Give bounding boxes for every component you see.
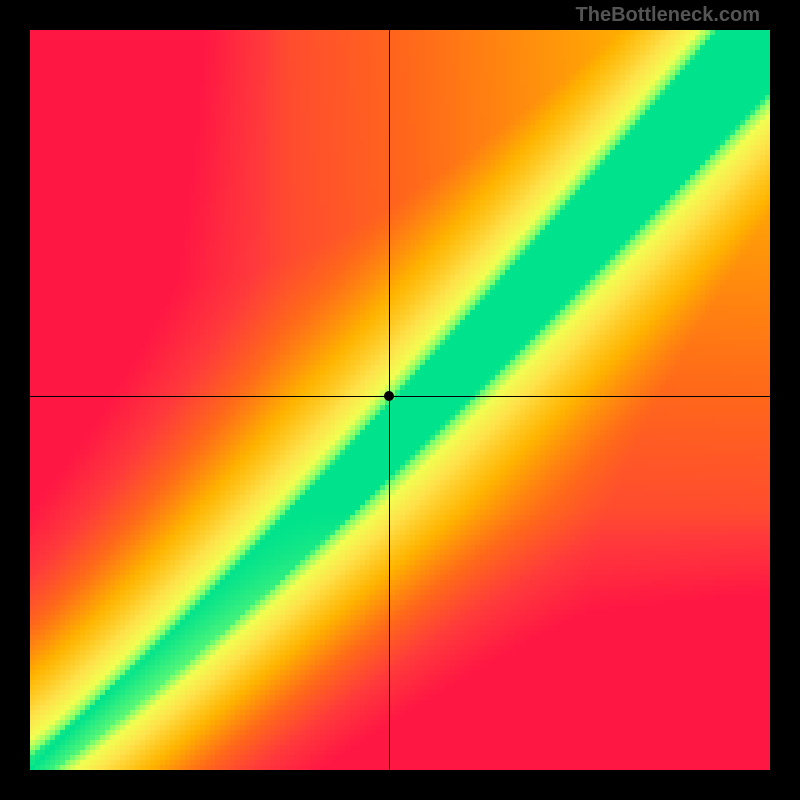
crosshair-horizontal bbox=[30, 396, 770, 397]
bottleneck-heatmap bbox=[30, 30, 770, 770]
selection-marker bbox=[384, 391, 394, 401]
heatmap-canvas bbox=[30, 30, 770, 770]
attribution-text: TheBottleneck.com bbox=[576, 4, 760, 27]
